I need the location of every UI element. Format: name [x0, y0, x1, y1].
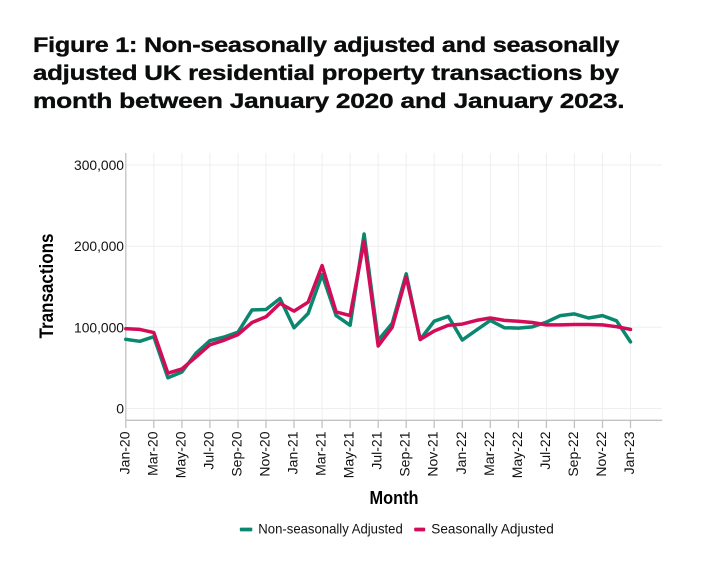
- svg-text:Jul-20: Jul-20: [200, 431, 216, 469]
- svg-text:Nov-22: Nov-22: [593, 431, 609, 476]
- svg-text:Transactions: Transactions: [37, 234, 58, 339]
- svg-text:Sep-21: Sep-21: [397, 431, 413, 476]
- svg-text:300,000: 300,000: [74, 157, 124, 173]
- svg-text:Month: Month: [370, 488, 419, 508]
- svg-text:100,000: 100,000: [74, 319, 124, 335]
- svg-text:Mar-20: Mar-20: [144, 431, 160, 476]
- svg-text:Jan-21: Jan-21: [285, 431, 301, 474]
- svg-text:Non-seasonally Adjusted: Non-seasonally Adjusted: [258, 521, 403, 537]
- svg-text:Sep-20: Sep-20: [229, 431, 245, 476]
- svg-text:Nov-20: Nov-20: [257, 431, 273, 476]
- svg-text:May-22: May-22: [509, 431, 525, 478]
- svg-text:200,000: 200,000: [74, 238, 124, 254]
- svg-text:May-20: May-20: [172, 431, 188, 478]
- svg-text:Jul-21: Jul-21: [369, 431, 385, 469]
- svg-text:Jul-22: Jul-22: [537, 431, 553, 469]
- svg-text:May-21: May-21: [341, 431, 357, 478]
- svg-text:Mar-21: Mar-21: [313, 431, 329, 476]
- svg-text:Mar-22: Mar-22: [481, 431, 497, 476]
- svg-text:0: 0: [116, 401, 124, 417]
- svg-text:Jan-20: Jan-20: [116, 431, 132, 474]
- svg-text:Seasonally Adjusted: Seasonally Adjusted: [431, 521, 554, 537]
- svg-text:Jan-22: Jan-22: [453, 431, 469, 474]
- svg-text:Nov-21: Nov-21: [425, 431, 441, 476]
- svg-text:Jan-23: Jan-23: [621, 431, 637, 474]
- svg-text:Sep-22: Sep-22: [565, 431, 581, 476]
